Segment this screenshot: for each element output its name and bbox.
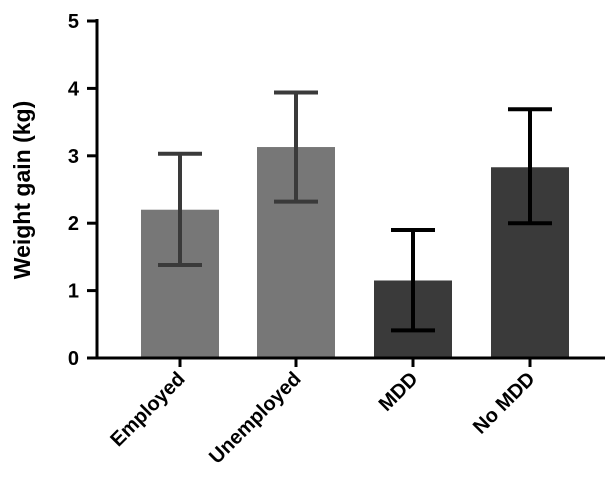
- x-tick-label-employed: Employed: [106, 368, 189, 451]
- error-bar-unemployed: [274, 90, 318, 204]
- y-tick-label: 3: [68, 146, 79, 168]
- y-tick-label: 2: [68, 213, 79, 235]
- y-tick-label: 0: [68, 348, 79, 370]
- y-tick-label: 4: [68, 78, 80, 100]
- bars-layer: [141, 147, 569, 358]
- error-bar-employed: [158, 151, 202, 267]
- x-tick-label-unemployed: Unemployed: [205, 368, 305, 468]
- error-bars-layer: [158, 90, 552, 333]
- y-tick-label: 5: [68, 11, 79, 33]
- error-bar-mdd: [391, 227, 435, 333]
- x-tick-label-mdd: MDD: [375, 368, 423, 416]
- y-tick-label: 1: [68, 281, 79, 303]
- y-axis-title: Weight gain (kg): [9, 101, 35, 279]
- error-bar-no-mdd: [508, 107, 552, 226]
- x-tick-label-no-mdd: No MDD: [469, 368, 540, 439]
